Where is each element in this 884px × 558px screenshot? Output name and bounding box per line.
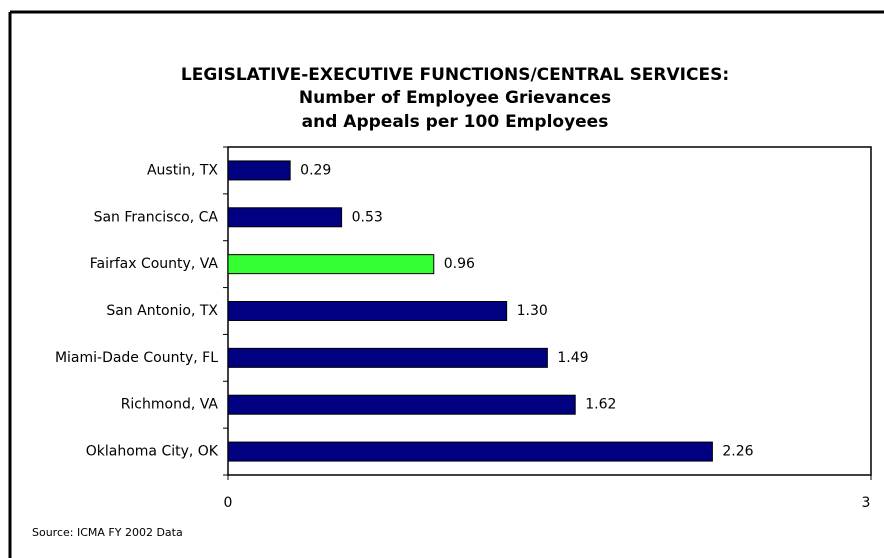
chart-title: LEGISLATIVE-EXECUTIVE FUNCTIONS/CENTRAL … (181, 65, 729, 85)
x-tick-label: 3 (862, 495, 871, 511)
value-label: 0.96 (444, 256, 475, 272)
chart-title: Number of Employee Grievances (299, 88, 611, 108)
y-tick-label: Richmond, VA (121, 397, 219, 413)
value-label: 0.53 (352, 209, 383, 225)
y-tick-label: Miami-Dade County, FL (55, 350, 218, 366)
bar (227, 347, 548, 368)
y-tick-label: Fairfax County, VA (90, 256, 219, 272)
value-label: 1.49 (557, 350, 588, 366)
bar (227, 207, 343, 228)
bar (227, 441, 713, 462)
value-label: 2.26 (722, 444, 753, 460)
y-tick-label: San Francisco, CA (94, 209, 219, 225)
bar (227, 301, 508, 321)
y-tick-label: Austin, TX (147, 162, 218, 178)
y-tick-label: San Antonio, TX (106, 303, 218, 319)
source-note: Source: ICMA FY 2002 Data (32, 526, 183, 539)
value-label: 1.30 (517, 303, 548, 319)
value-label: 0.29 (300, 162, 331, 178)
chart-title: and Appeals per 100 Employees (302, 112, 609, 132)
value-label: 1.62 (585, 397, 616, 413)
x-tick-label: 0 (224, 495, 233, 511)
bar (227, 394, 576, 415)
bar (227, 160, 291, 181)
bar (227, 254, 435, 275)
y-tick-label: Oklahoma City, OK (86, 444, 219, 460)
